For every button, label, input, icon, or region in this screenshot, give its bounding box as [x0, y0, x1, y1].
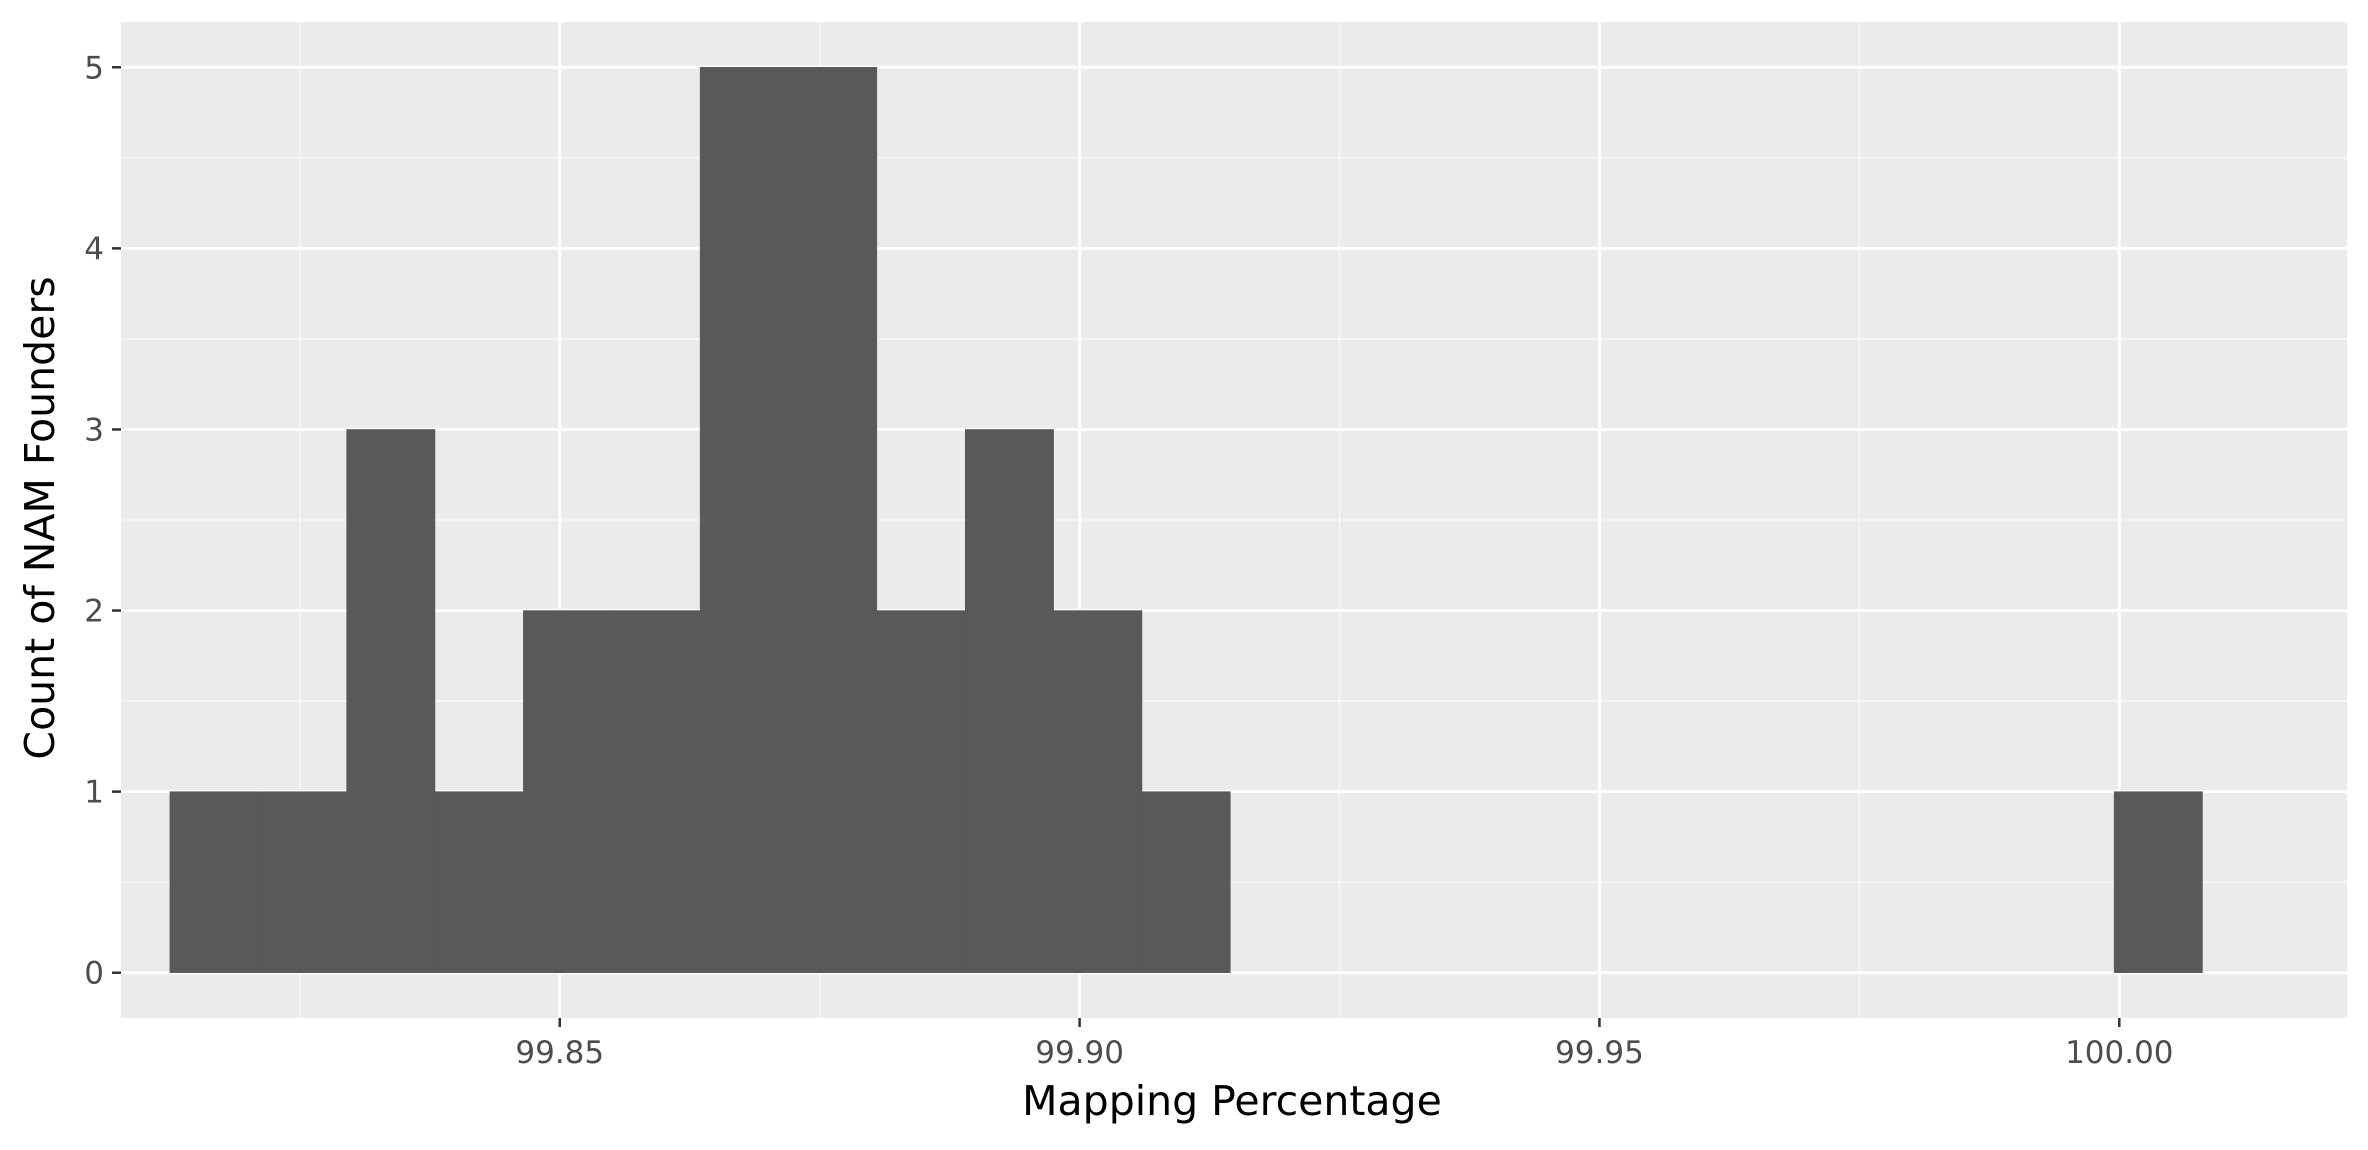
histogram-bars	[169, 67, 2203, 973]
x-axis-title: Mapping Percentage	[1022, 1077, 1442, 1125]
histogram-bar	[169, 791, 259, 973]
histogram-bar	[434, 791, 524, 973]
histogram-bar	[964, 429, 1054, 973]
y-tick-label: 3	[84, 412, 104, 448]
histogram-bar	[788, 67, 878, 973]
y-axis-title: Count of NAM Founders	[16, 276, 64, 759]
histogram-bar	[611, 610, 701, 973]
x-axis: 99.85 99.90 99.95 100.00	[515, 1018, 2174, 1071]
x-tick-label: 99.90	[1035, 1035, 1124, 1071]
y-axis: 0 1 2 3 4 5	[84, 50, 121, 992]
y-tick-label: 5	[84, 50, 104, 86]
histogram-bar	[257, 791, 347, 973]
histogram-bar	[2113, 791, 2203, 973]
y-tick-label: 0	[84, 956, 104, 992]
y-tick-label: 2	[84, 594, 104, 630]
histogram-bar	[876, 610, 966, 973]
histogram-bar	[1141, 791, 1231, 973]
histogram-bar	[699, 67, 789, 973]
y-tick-label: 4	[84, 231, 104, 267]
x-tick-label: 99.85	[515, 1035, 604, 1071]
y-tick-label: 1	[84, 775, 104, 811]
x-tick-label: 99.95	[1555, 1035, 1644, 1071]
histogram-bar	[1053, 610, 1143, 973]
histogram-bar	[523, 610, 612, 973]
histogram-bar	[346, 429, 436, 973]
x-tick-label: 100.00	[2065, 1035, 2173, 1071]
